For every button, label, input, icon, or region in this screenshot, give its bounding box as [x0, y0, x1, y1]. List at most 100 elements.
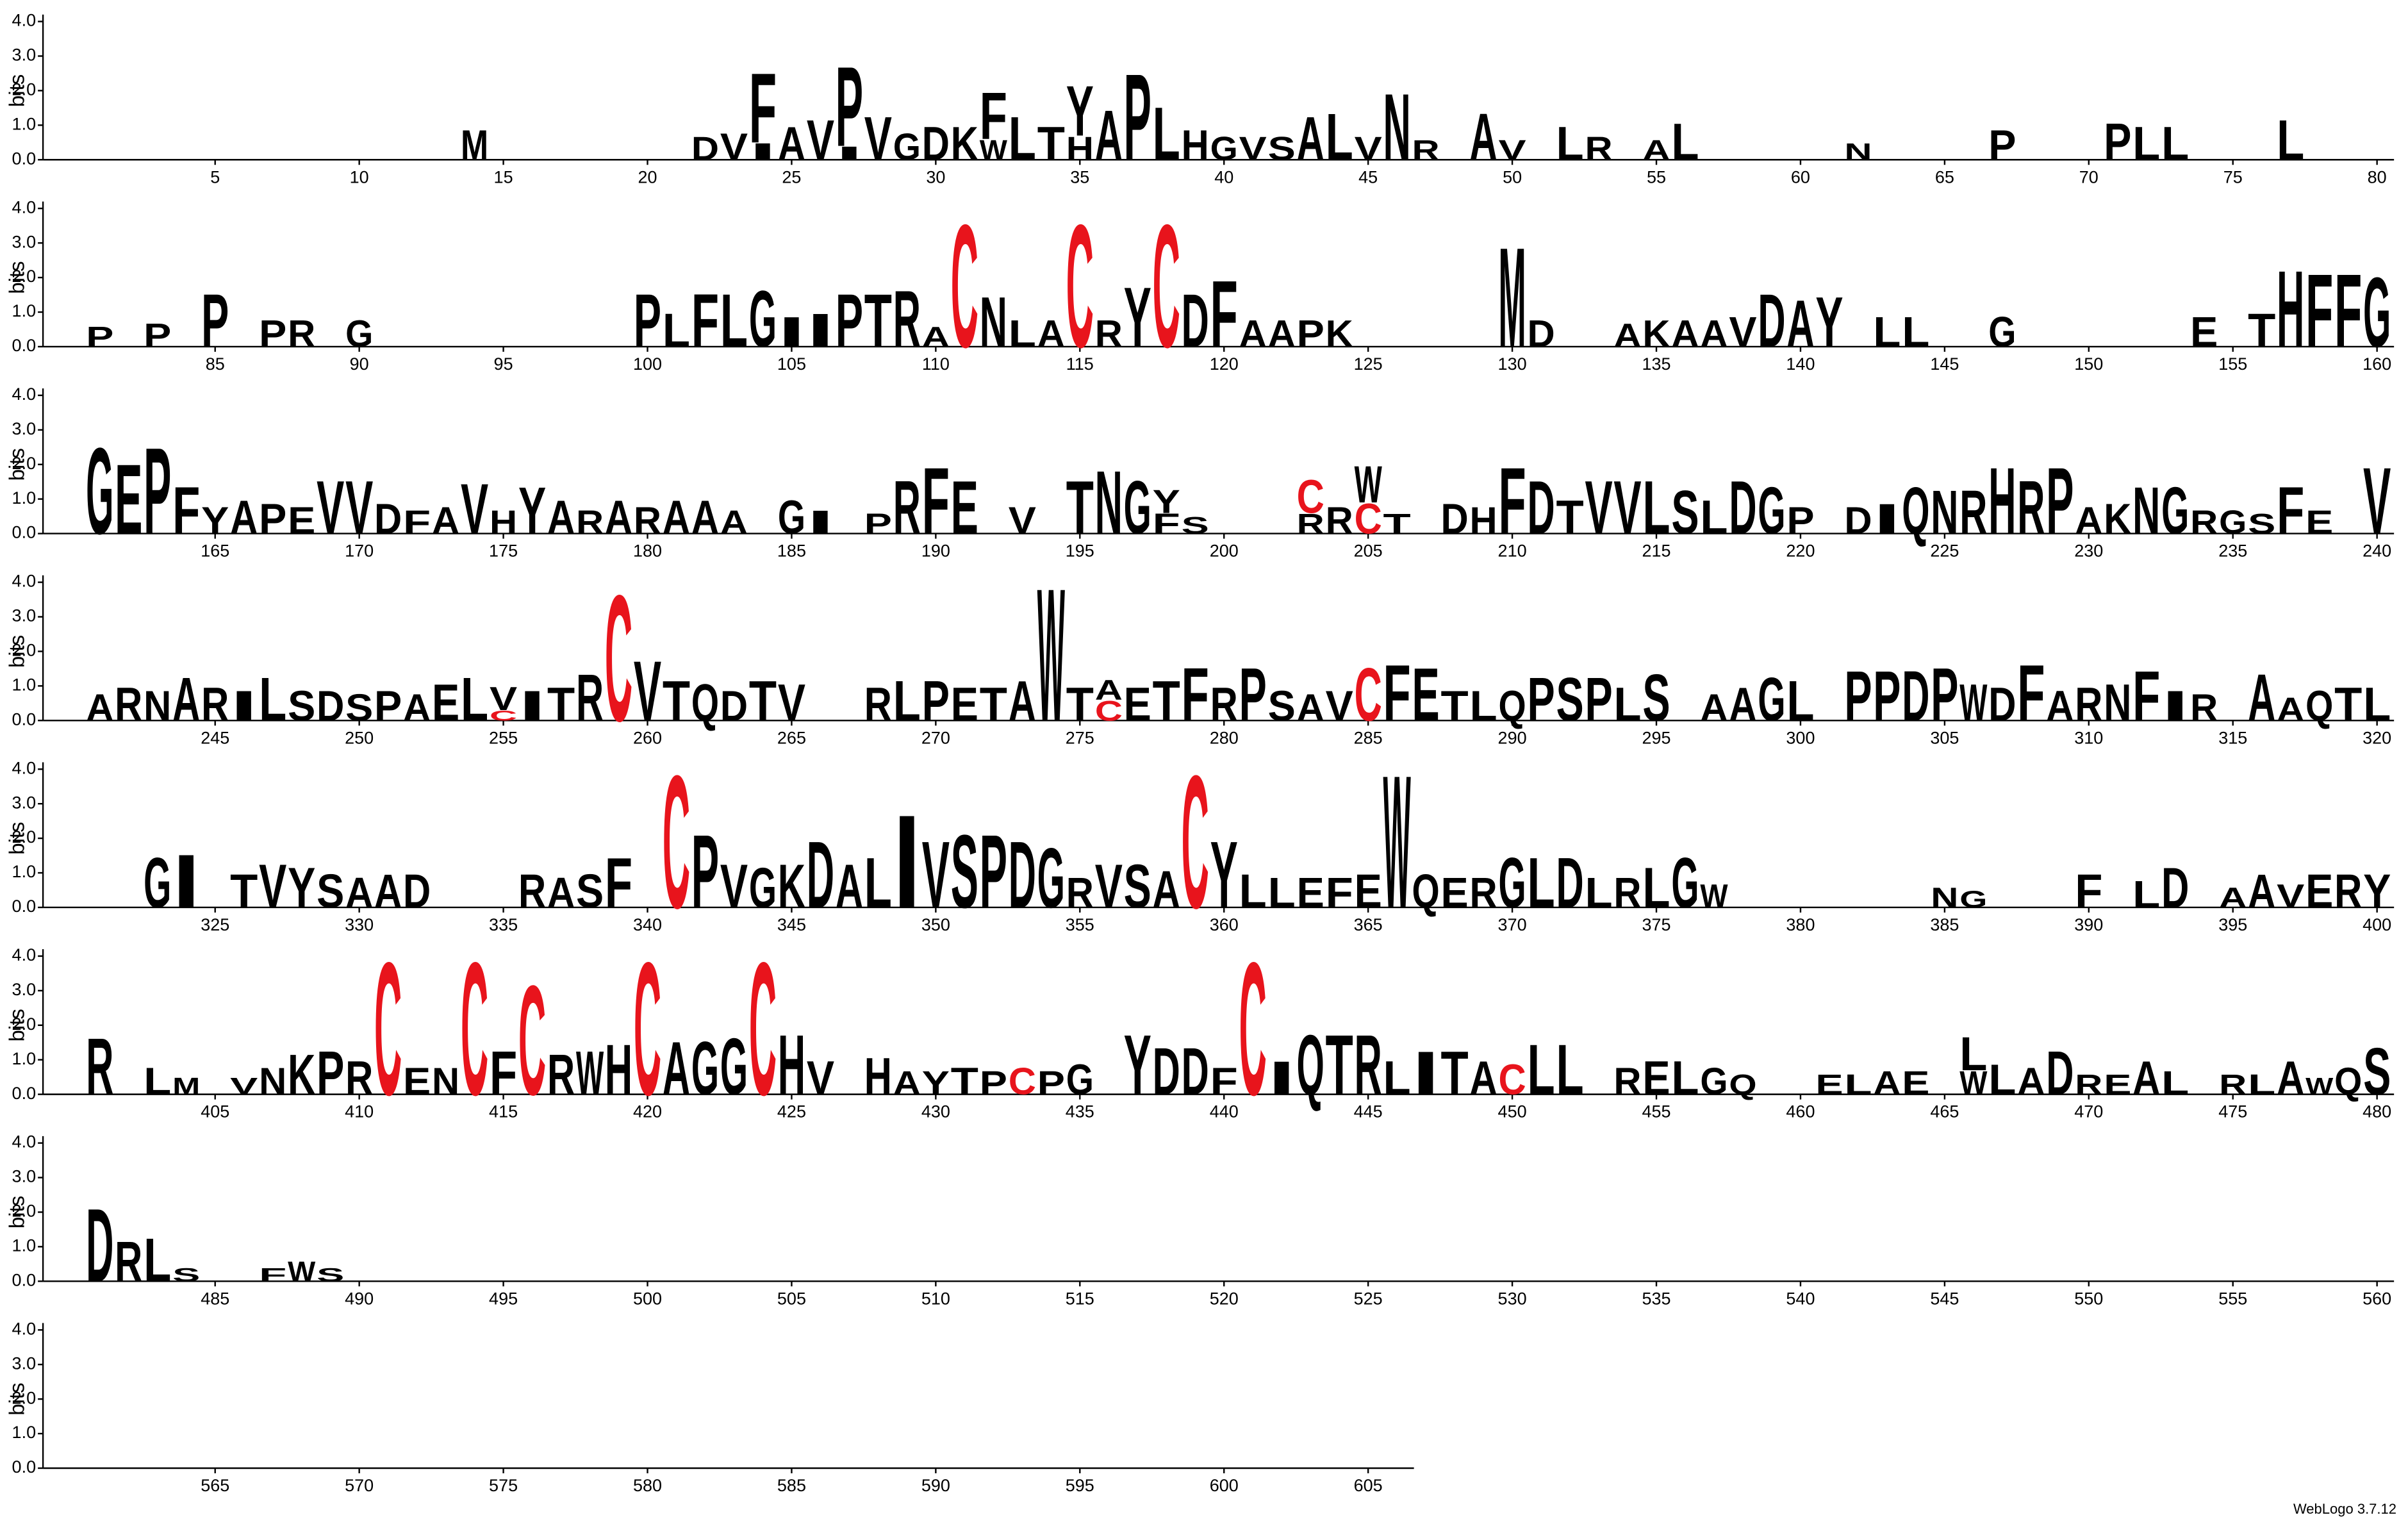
- y-tick-label: 4.0: [12, 385, 37, 404]
- logo-letter: D: [1441, 495, 1469, 542]
- logo-letter: C: [1095, 695, 1123, 727]
- logo-letter: N: [1931, 882, 1958, 913]
- logo-letter: N: [144, 682, 171, 729]
- y-axis-label: bits: [4, 1382, 28, 1415]
- logo-letter: C: [634, 923, 661, 1135]
- logo-letter: L: [2363, 677, 2391, 731]
- logo-letter: A: [1037, 313, 1065, 355]
- logo-letter: L: [461, 665, 488, 734]
- logo-letter: C: [749, 923, 777, 1135]
- x-tick-label: 180: [633, 542, 662, 561]
- logo-letter: V: [634, 643, 661, 738]
- y-tick-label: 2.0: [12, 267, 37, 286]
- logo-letter: A: [2248, 864, 2275, 918]
- x-tick-label: 490: [345, 1289, 374, 1308]
- logo-letter: A: [836, 852, 863, 921]
- logo-letter: V: [1729, 308, 1756, 356]
- logo-letter: D: [1758, 279, 1785, 363]
- y-tick-label: 3.0: [12, 980, 37, 999]
- x-tick-label: 355: [1066, 915, 1094, 934]
- x-tick-label: 550: [2074, 1289, 2103, 1308]
- logo-letter: G: [1066, 1055, 1094, 1103]
- logo-letter: V: [1355, 129, 1382, 167]
- logo-letter: C: [490, 707, 517, 724]
- logo-letter: A: [374, 864, 402, 918]
- logo-letter: F: [259, 1264, 286, 1285]
- x-tick-label: 30: [926, 167, 945, 186]
- logo-letter: E: [2190, 308, 2218, 356]
- x-tick-label: 10: [350, 167, 369, 186]
- logo-letter: P: [1527, 665, 1554, 734]
- logo-letter: N: [432, 1061, 459, 1103]
- x-tick-label: 45: [1358, 167, 1378, 186]
- logo-letter: V: [1009, 500, 1036, 542]
- x-tick-label: 40: [1214, 167, 1233, 186]
- logo-letter: C: [663, 736, 690, 948]
- logo-letter: V: [259, 852, 286, 921]
- y-tick-label: 1.0: [12, 301, 37, 320]
- x-tick-label: 225: [1930, 542, 1959, 561]
- logo-letter: P: [2104, 113, 2131, 171]
- y-tick-label: 3.0: [12, 793, 37, 812]
- x-tick-label: 545: [1930, 1289, 1959, 1308]
- logo-letter: V: [345, 466, 373, 550]
- x-tick-label: 170: [345, 542, 374, 561]
- logo-letter: S: [1556, 665, 1583, 734]
- x-tick-label: 250: [345, 728, 374, 747]
- logo-letter: D: [317, 682, 344, 729]
- x-tick-label: 445: [1354, 1102, 1383, 1121]
- logo-letter: L: [663, 304, 690, 357]
- logo-letter: T: [951, 1061, 978, 1103]
- y-tick-label: 3.0: [12, 419, 37, 438]
- logo-letter: I: [2161, 682, 2189, 729]
- logo-letter: E: [1902, 1064, 1929, 1102]
- logo-letter: N: [1844, 138, 1872, 165]
- logo-letter: I: [172, 840, 200, 924]
- logo-letter: L: [1786, 669, 1814, 733]
- logo-letter: L: [864, 843, 892, 923]
- y-tick-label: 4.0: [12, 1132, 37, 1152]
- y-tick-label: 2.0: [12, 80, 37, 99]
- logo-letter: Q: [691, 674, 719, 732]
- logo-letter: L: [1959, 1027, 1987, 1080]
- x-tick-label: 395: [2218, 915, 2247, 934]
- x-tick-label: 200: [1210, 542, 1239, 561]
- logo-letter: D: [1527, 466, 1554, 550]
- logo-letter: H: [864, 1047, 892, 1105]
- logo-letter: K: [778, 852, 805, 921]
- logo-letter: G: [749, 856, 777, 920]
- x-tick-label: 150: [2074, 354, 2103, 374]
- logo-letter: R: [1210, 677, 1238, 731]
- x-tick-label: 235: [2218, 542, 2247, 561]
- x-tick-label: 90: [350, 354, 369, 374]
- logo-letter: A: [345, 869, 373, 916]
- logo-letter: D: [1902, 656, 1929, 736]
- x-tick-label: 240: [2363, 542, 2391, 561]
- logo-letter: R: [634, 500, 661, 542]
- logo-letter: L: [1671, 1051, 1699, 1104]
- logo-letter: P: [86, 321, 113, 352]
- logo-letter: T: [1556, 490, 1583, 543]
- logo-letter: P: [691, 813, 719, 930]
- logo-letter: L: [2161, 117, 2189, 170]
- logo-letter: I: [230, 682, 258, 729]
- logo-letter: E: [1355, 864, 1382, 918]
- y-tick-label: 1.0: [12, 488, 37, 508]
- logo-letter: T: [2248, 304, 2275, 357]
- x-tick-label: 255: [489, 728, 518, 747]
- logo-letter: H: [2277, 248, 2304, 370]
- y-axis-label: bits: [4, 1009, 28, 1041]
- logo-letter: A: [2219, 882, 2247, 913]
- x-tick-label: 485: [201, 1289, 229, 1308]
- y-tick-label: 3.0: [12, 45, 37, 65]
- logo-letter: C: [1066, 188, 1094, 385]
- x-tick-label: 345: [777, 915, 806, 934]
- y-tick-label: 2.0: [12, 1388, 37, 1407]
- logo-letter: L: [1326, 100, 1353, 174]
- x-tick-label: 570: [345, 1476, 374, 1495]
- logo-letter: S: [576, 864, 604, 918]
- logo-letter: S: [2248, 508, 2275, 540]
- logo-letter: Y: [1066, 72, 1094, 151]
- logo-letter: A: [1729, 677, 1756, 731]
- logo-letter: C: [1153, 188, 1180, 385]
